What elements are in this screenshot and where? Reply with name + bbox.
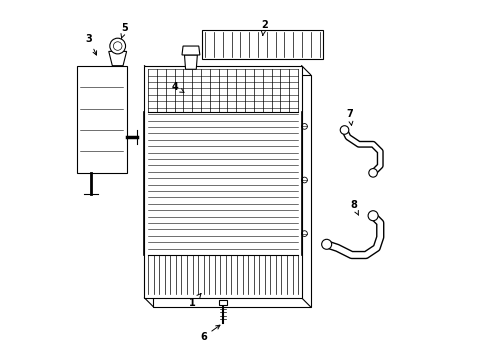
Polygon shape	[182, 46, 200, 55]
Circle shape	[340, 126, 348, 134]
Polygon shape	[218, 300, 227, 305]
Circle shape	[367, 211, 377, 221]
Text: 7: 7	[346, 109, 352, 125]
Polygon shape	[108, 51, 126, 66]
Text: 6: 6	[200, 325, 220, 342]
Text: 1: 1	[189, 294, 201, 308]
Circle shape	[110, 38, 125, 54]
Polygon shape	[144, 66, 301, 298]
Circle shape	[321, 239, 331, 249]
Text: 4: 4	[171, 82, 183, 93]
Circle shape	[368, 168, 377, 177]
Polygon shape	[201, 30, 323, 59]
Polygon shape	[184, 55, 197, 69]
Text: 8: 8	[349, 200, 358, 215]
Text: 5: 5	[121, 23, 128, 39]
Polygon shape	[77, 66, 126, 173]
Text: 3: 3	[85, 34, 97, 55]
Text: 2: 2	[260, 19, 267, 35]
